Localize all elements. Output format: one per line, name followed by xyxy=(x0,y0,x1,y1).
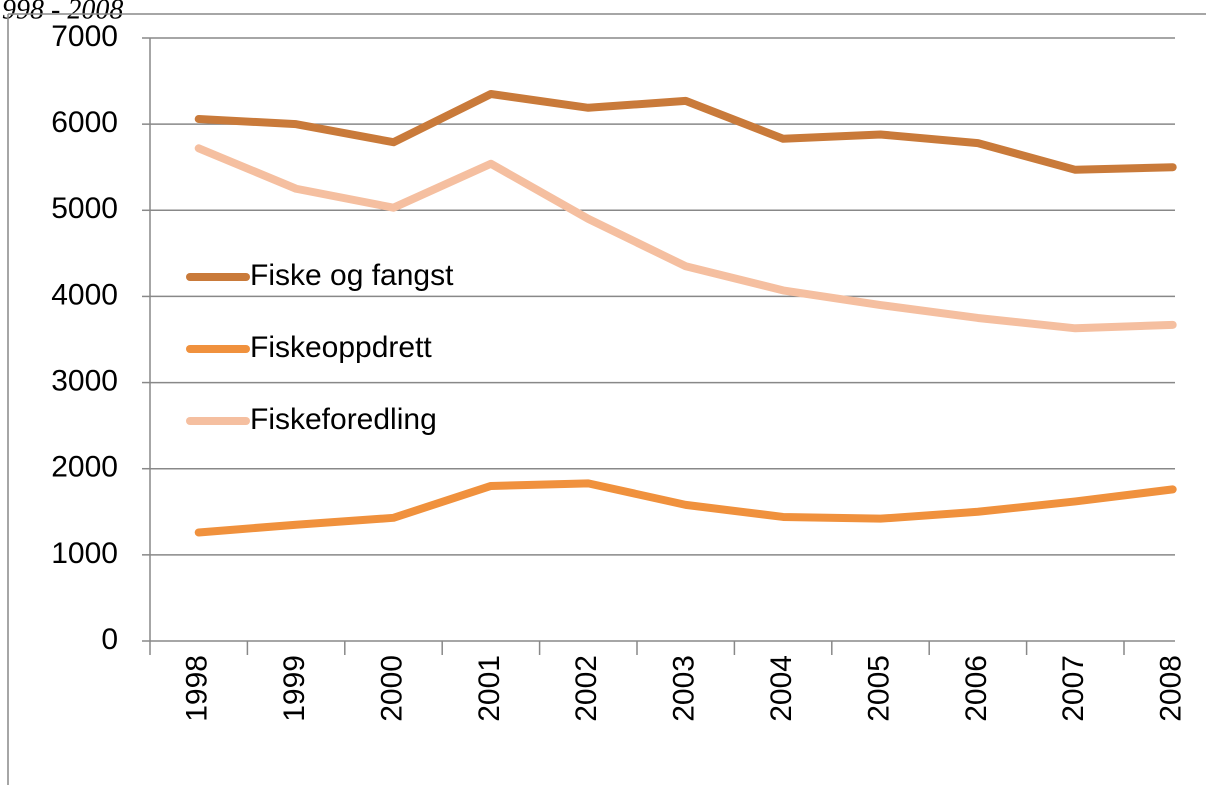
line-series xyxy=(194,479,1177,537)
x-tick-label: 2003 xyxy=(668,655,701,722)
y-tick-label: 6000 xyxy=(51,106,118,139)
legend-label: Fiskeoppdrett xyxy=(250,331,432,364)
y-tick-label: 0 xyxy=(101,623,118,656)
x-tick-label: 2000 xyxy=(375,655,408,722)
legend-label: Fiskeforedling xyxy=(250,403,437,436)
x-tick-label: 1999 xyxy=(278,655,311,722)
line-series xyxy=(194,89,1177,174)
y-tick-label: 7000 xyxy=(51,20,118,53)
legend-label: Fiske og fangst xyxy=(250,259,454,292)
x-tick-label: 2005 xyxy=(862,655,895,722)
x-tick-label: 2006 xyxy=(960,655,993,722)
y-tick-label: 1000 xyxy=(51,537,118,570)
y-tick-label: 2000 xyxy=(51,451,118,484)
y-tick-label: 3000 xyxy=(51,364,118,397)
x-tick-label: 1998 xyxy=(181,655,214,722)
chart-title: 1998 - 2008 xyxy=(0,0,123,25)
x-tick-label: 2004 xyxy=(765,655,798,722)
x-tick-label: 2008 xyxy=(1155,655,1188,722)
line-series xyxy=(194,144,1177,333)
x-tick-label: 2001 xyxy=(473,655,506,722)
y-tick-label: 4000 xyxy=(51,278,118,311)
x-tick-label: 2002 xyxy=(570,655,603,722)
x-tick-label: 2007 xyxy=(1057,655,1090,722)
y-tick-label: 5000 xyxy=(51,192,118,225)
